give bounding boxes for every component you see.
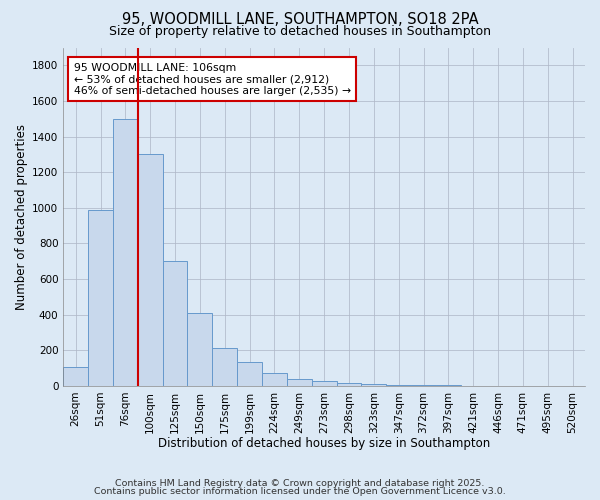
Bar: [337, 383, 361, 386]
Bar: [138, 154, 163, 386]
Text: 95, WOODMILL LANE, SOUTHAMPTON, SO18 2PA: 95, WOODMILL LANE, SOUTHAMPTON, SO18 2PA: [122, 12, 478, 28]
Text: Contains public sector information licensed under the Open Government Licence v3: Contains public sector information licen…: [94, 487, 506, 496]
Bar: [113, 118, 138, 386]
Bar: [88, 210, 113, 386]
Y-axis label: Number of detached properties: Number of detached properties: [15, 124, 28, 310]
Bar: [312, 382, 337, 386]
Bar: [187, 313, 212, 386]
Text: 95 WOODMILL LANE: 106sqm
← 53% of detached houses are smaller (2,912)
46% of sem: 95 WOODMILL LANE: 106sqm ← 53% of detach…: [74, 62, 351, 96]
Bar: [361, 384, 386, 386]
Bar: [212, 348, 237, 386]
Text: Contains HM Land Registry data © Crown copyright and database right 2025.: Contains HM Land Registry data © Crown c…: [115, 478, 485, 488]
Bar: [163, 261, 187, 386]
Bar: [63, 367, 88, 386]
Bar: [287, 378, 312, 386]
Bar: [262, 374, 287, 386]
Bar: [237, 362, 262, 386]
Text: Size of property relative to detached houses in Southampton: Size of property relative to detached ho…: [109, 25, 491, 38]
Bar: [386, 385, 411, 386]
X-axis label: Distribution of detached houses by size in Southampton: Distribution of detached houses by size …: [158, 437, 490, 450]
